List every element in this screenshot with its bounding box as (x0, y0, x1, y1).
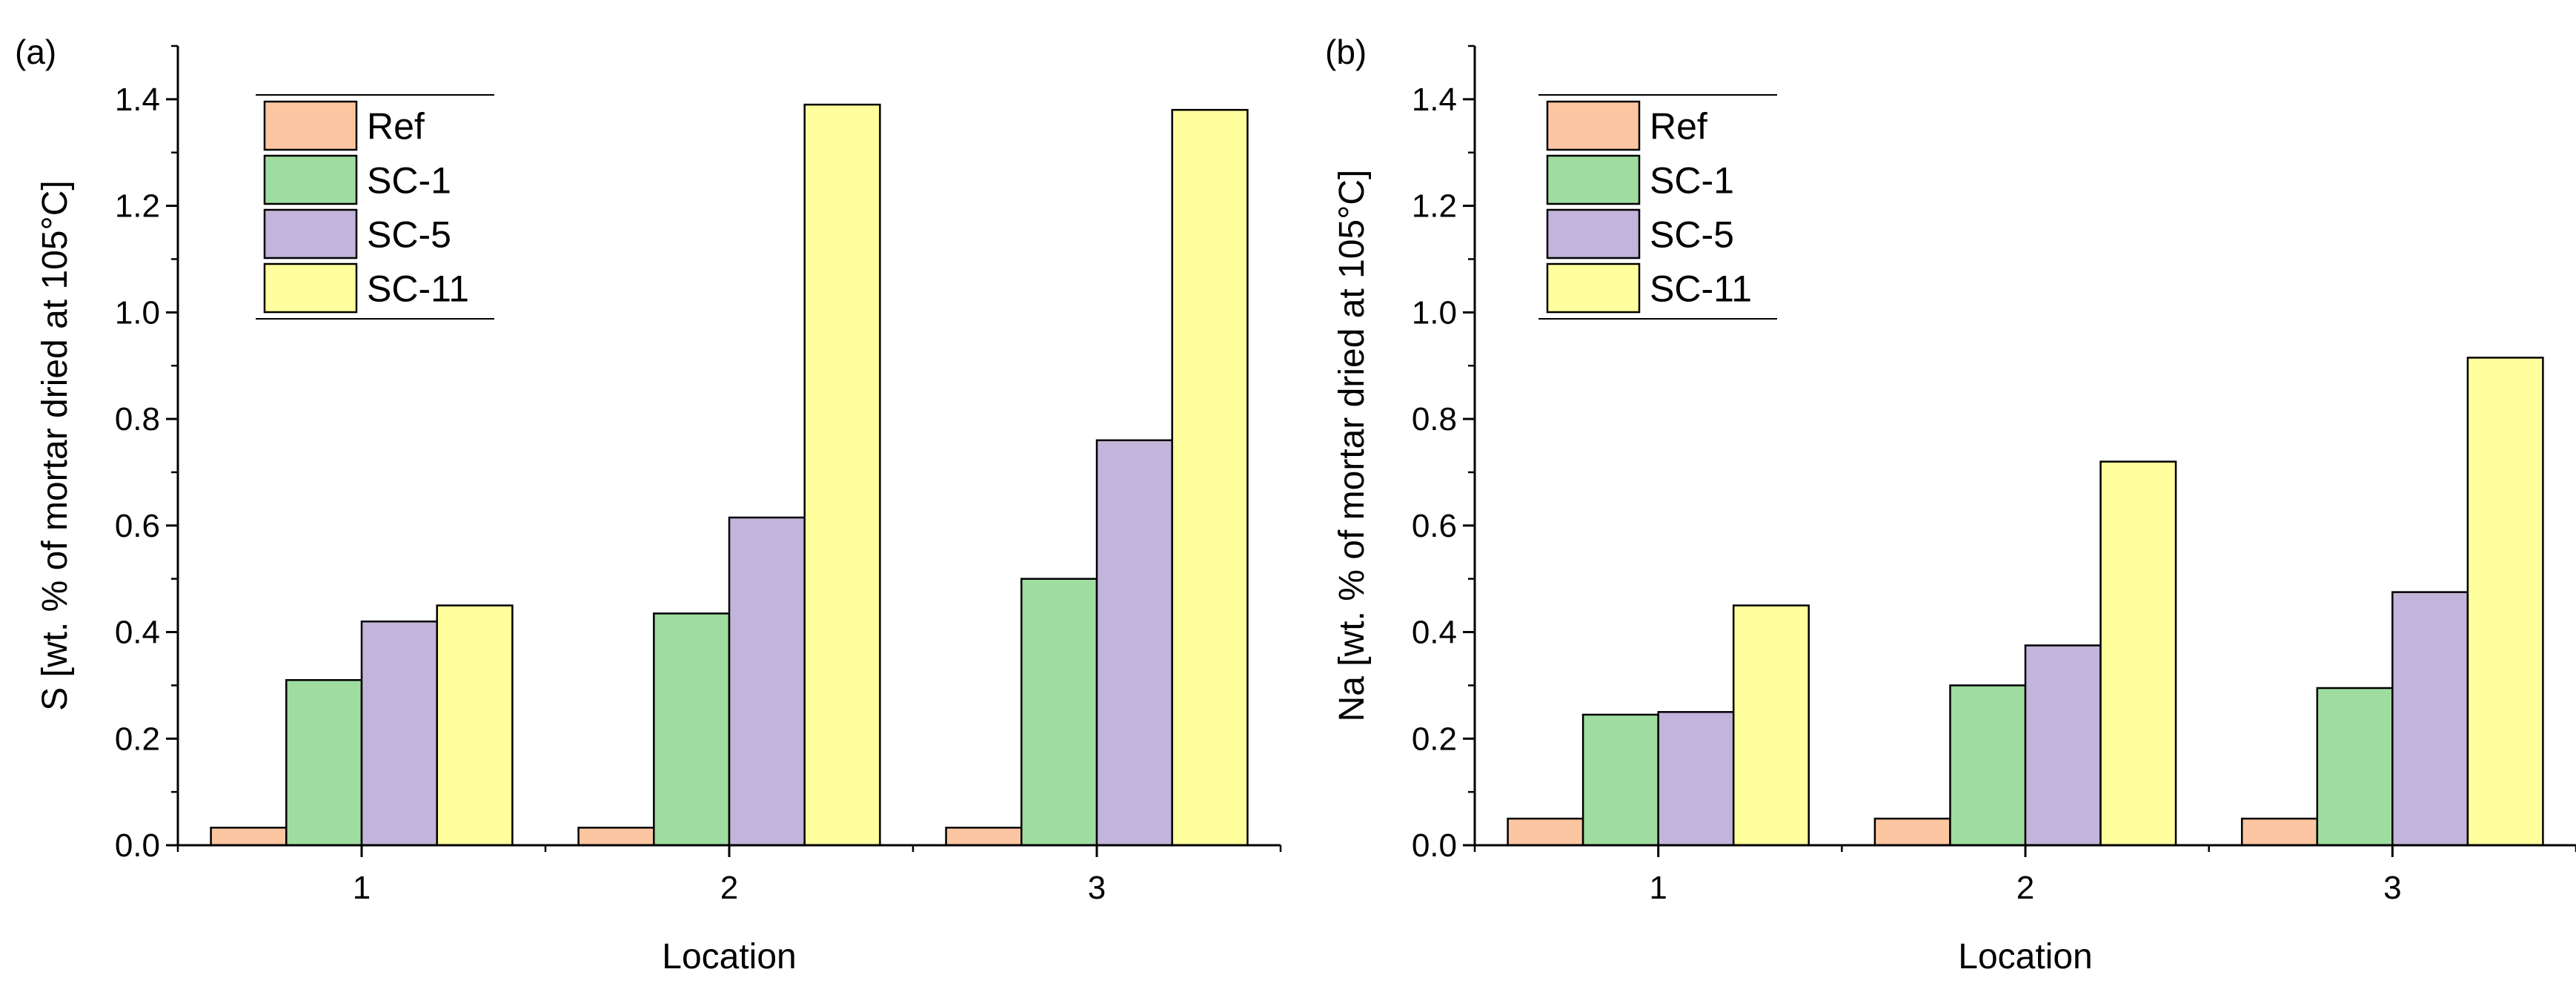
bar-sc-5-location-1 (1657, 711, 1735, 847)
bar-sc-11-location-1 (1732, 604, 1810, 847)
bar-sc-11-location-3 (1171, 108, 1249, 847)
chart-panel-2: (b) 0.0 0.2 0.4 0.6 0.8 1.0 1.2 1.4 1 2 3 Location Na… (1325, 33, 2576, 976)
bar-ref-location-3 (2240, 817, 2318, 847)
y-tick-label: 1.4 (115, 82, 160, 118)
y-tick-label: 0.0 (1412, 827, 1457, 864)
y-axis-title: S [wt. % of mortar dried at 105°C] (36, 180, 75, 710)
y-tick-label: 1.2 (1412, 188, 1457, 225)
bar-sc-1-location-3 (1020, 578, 1098, 847)
bar-ref-location-2 (577, 827, 655, 847)
y-tick-label: 0.8 (115, 401, 160, 437)
bar-ref-location-1 (1507, 817, 1584, 847)
legend-swatch-ref (263, 100, 358, 151)
y-tick-label: 1.2 (115, 188, 160, 225)
legend: Ref SC-1 SC-5 SC-11 (256, 94, 494, 320)
bar-sc-11-location-2 (803, 103, 881, 847)
bar-ref-location-1 (210, 827, 288, 847)
legend-swatch-ref (1546, 100, 1641, 151)
bar-sc-5-location-1 (360, 620, 438, 847)
legend-label-sc-11: SC-11 (367, 268, 469, 310)
x-tick-label: 2 (720, 870, 738, 906)
bar-ref-location-3 (945, 827, 1023, 847)
x-tick-label: 1 (353, 870, 371, 906)
y-tick-label: 0.2 (115, 721, 160, 757)
bar-sc-1-location-2 (653, 612, 731, 847)
legend-label-ref: Ref (367, 106, 425, 148)
legend-swatch-sc-5 (1546, 208, 1641, 260)
x-tick-label: 1 (1649, 870, 1667, 906)
bar-sc-1-location-1 (285, 678, 363, 847)
legend-swatch-sc-1 (1546, 154, 1641, 205)
panel-label: (a) (15, 33, 56, 71)
y-tick-label: 0.2 (1412, 721, 1457, 757)
y-tick-label: 0.4 (1412, 615, 1457, 651)
legend-label-sc-5: SC-5 (367, 214, 451, 256)
legend-swatch-sc-5 (263, 208, 358, 260)
y-tick-label: 0.6 (1412, 508, 1457, 544)
legend-swatch-sc-1 (263, 154, 358, 205)
y-tick-label: 1.0 (1412, 294, 1457, 331)
bar-sc-11-location-3 (2466, 357, 2544, 847)
bar-sc-1-location-1 (1581, 713, 1659, 847)
legend-swatch-sc-11 (1546, 262, 1641, 314)
bar-sc-1-location-3 (2316, 687, 2394, 847)
y-tick-label: 0.4 (115, 615, 160, 651)
legend-label-sc-1: SC-1 (1650, 160, 1734, 202)
legend: Ref SC-1 SC-5 SC-11 (1538, 94, 1777, 320)
x-tick-label: 3 (2383, 870, 2401, 906)
x-axis-title: Location (662, 937, 796, 976)
x-tick-label: 3 (1088, 870, 1106, 906)
y-tick-label: 0.0 (115, 827, 160, 864)
panel-label: (b) (1325, 33, 1367, 71)
y-axis-title: Na [wt. % of mortar dried at 105°C] (1332, 170, 1372, 722)
legend-label-ref: Ref (1650, 106, 1707, 148)
bar-sc-1-location-2 (1949, 684, 2027, 847)
y-tick-label: 0.6 (115, 508, 160, 544)
y-tick-label: 1.4 (1412, 82, 1457, 118)
bar-sc-5-location-2 (728, 516, 806, 847)
bar-sc-5-location-2 (2024, 644, 2102, 847)
chart-panel-1: (a) 0.0 0.2 0.4 0.6 0.8 1.0 1.2 1.4 1 2 3 Location S … (15, 33, 1282, 976)
legend-swatch-sc-11 (263, 262, 358, 314)
x-tick-label: 2 (2016, 870, 2034, 906)
legend-label-sc-5: SC-5 (1650, 214, 1734, 256)
bar-sc-11-location-1 (436, 604, 514, 847)
bar-sc-11-location-2 (2099, 460, 2177, 847)
y-tick-label: 1.0 (115, 294, 160, 331)
bar-ref-location-2 (1873, 817, 1951, 847)
legend-label-sc-1: SC-1 (367, 160, 451, 202)
bar-sc-5-location-3 (2391, 591, 2469, 847)
bar-sc-5-location-3 (1095, 439, 1173, 847)
y-tick-label: 0.8 (1412, 401, 1457, 437)
x-axis-title: Location (1958, 937, 2092, 976)
legend-label-sc-11: SC-11 (1650, 268, 1752, 310)
